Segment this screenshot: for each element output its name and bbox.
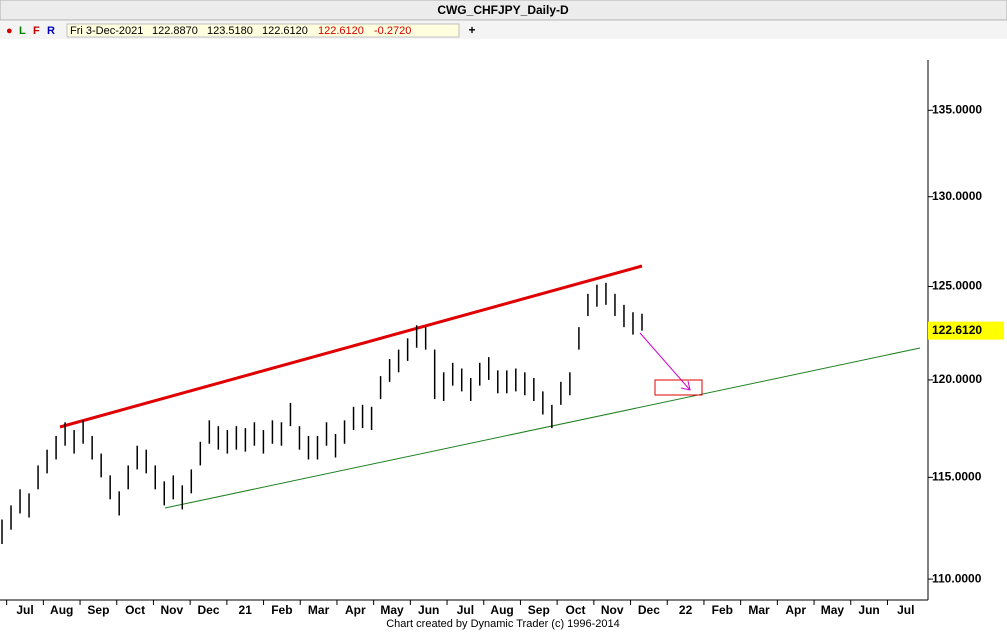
info-high: 123.5180: [207, 25, 253, 37]
chart-title: CWG_CHFJPY_Daily-D: [437, 3, 569, 17]
x-tick-label: Oct: [565, 603, 585, 617]
support-line: [164, 347, 921, 509]
x-tick-label: Dec: [197, 603, 219, 617]
x-tick-label: Apr: [345, 603, 366, 617]
x-tick-label: 22: [679, 603, 693, 617]
x-tick-label: May: [380, 603, 404, 617]
y-tick-label: 120.0000: [932, 372, 982, 386]
x-tick-label: Sep: [528, 603, 550, 617]
x-tick-label: Nov: [160, 603, 183, 617]
x-tick-label: Jul: [897, 603, 914, 617]
x-tick-label: Mar: [308, 603, 330, 617]
x-tick-label: Aug: [50, 603, 73, 617]
x-tick-label: Sep: [87, 603, 109, 617]
y-tick-label: 130.0000: [932, 189, 982, 203]
y-tick-label: 135.0000: [932, 102, 982, 116]
add-button[interactable]: +: [468, 23, 475, 37]
info-date: Fri 3-Dec-2021: [70, 25, 143, 37]
x-tick-label: Oct: [125, 603, 145, 617]
x-tick-label: Feb: [271, 603, 292, 617]
info-open: 122.8870: [152, 25, 198, 37]
target-box: [654, 379, 703, 396]
x-tick-label: 21: [239, 603, 253, 617]
projection-arrow: [639, 332, 691, 391]
x-tick-label: Feb: [712, 603, 733, 617]
y-tick-label: 115.0000: [932, 470, 982, 484]
info-box: [66, 23, 460, 38]
info-close: 122.6120: [318, 25, 364, 37]
info-change: -0.2720: [374, 25, 411, 37]
last-price-box: [928, 321, 1004, 340]
y-tick-label: 110.0000: [932, 571, 982, 585]
x-tick-label: May: [821, 603, 845, 617]
y-tick-label: 125.0000: [932, 279, 982, 293]
info-low: 122.6120: [262, 25, 308, 37]
footer: Chart created by Dynamic Trader (c) 1996…: [386, 618, 620, 630]
x-tick-label: Aug: [490, 603, 513, 617]
arrow-head: [680, 380, 691, 391]
toolbar-f[interactable]: F: [33, 25, 40, 37]
resistance-line: [59, 264, 643, 429]
x-tick-label: Jul: [457, 603, 474, 617]
toolbar-dot[interactable]: ●: [6, 25, 13, 37]
x-tick-label: Dec: [638, 603, 660, 617]
x-tick-label: Nov: [601, 603, 624, 617]
toolbar-l[interactable]: L: [19, 25, 26, 37]
x-tick-label: Apr: [785, 603, 806, 617]
toolbar-r[interactable]: R: [47, 25, 55, 37]
x-tick-label: Jun: [418, 603, 439, 617]
last-price-label: 122.6120: [932, 323, 982, 337]
x-tick-label: Jul: [16, 603, 33, 617]
x-tick-label: Mar: [748, 603, 770, 617]
x-tick-label: Jun: [858, 603, 879, 617]
title-bar: [0, 0, 1007, 21]
